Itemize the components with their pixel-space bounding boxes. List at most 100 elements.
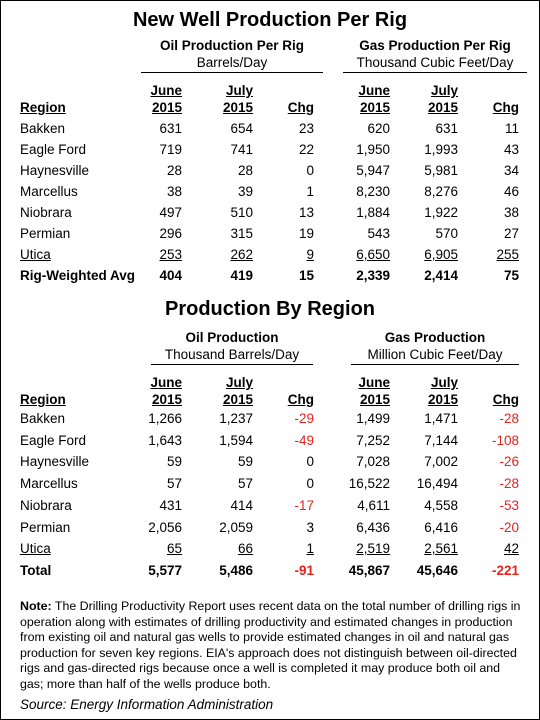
table-row: Bakken 1,266 1,237 -29 1,499 1,471 -28 xyxy=(1,408,539,429)
section1-col-july-month: July xyxy=(225,83,253,98)
gas-july-value: 16,494 xyxy=(416,476,458,492)
oil-july-value: 419 xyxy=(230,268,253,283)
gas-june-value: 8,230 xyxy=(356,184,390,199)
region-name: Permian xyxy=(20,519,71,535)
oil-chg-value: 0 xyxy=(306,163,314,178)
section1-oil-header-title: Oil Production Per Rig xyxy=(159,38,304,53)
region-name: Niobrara xyxy=(20,205,72,220)
gas-chg-value: -53 xyxy=(499,497,519,513)
oil-chg-value: 22 xyxy=(298,142,314,157)
oil-july-value: 1,237 xyxy=(219,411,253,426)
section2-total-row: Total 5,577 5,486 -91 45,867 45,646 -221 xyxy=(1,560,539,581)
table-row: Marcellus 57 57 0 16,522 16,494 -28 xyxy=(1,473,539,494)
region-name: Bakken xyxy=(20,411,66,426)
oil-chg-value: -17 xyxy=(294,497,314,513)
section2-col-region-header: Region xyxy=(20,392,66,407)
gas-july-value: 5,981 xyxy=(424,163,458,178)
section1-col-region-header: Region xyxy=(20,100,66,115)
section1-total-row: Rig-Weighted Avg 404 419 15 2,339 2,414 75 xyxy=(1,265,539,286)
oil-july-value: 39 xyxy=(237,184,253,199)
oil-chg-value: 23 xyxy=(298,121,314,136)
section2-col-june-year: 2015 xyxy=(359,392,390,407)
gas-july-value: 1,471 xyxy=(424,411,458,426)
oil-june-value: 2,056 xyxy=(148,519,182,535)
oil-chg-value: -29 xyxy=(294,411,314,426)
section2-col-june-header: June 2015 xyxy=(310,374,390,408)
region-name: Utica xyxy=(20,247,51,262)
oil-june-value: 253 xyxy=(159,247,182,262)
oil-june-value: 1,643 xyxy=(148,432,182,448)
gas-chg-value: -26 xyxy=(499,454,519,470)
gas-july-value: 1,993 xyxy=(424,142,458,157)
oil-chg-value: 13 xyxy=(298,205,314,220)
region-name: Eagle Ford xyxy=(20,142,87,157)
region-name: Total xyxy=(20,562,52,578)
section2-gas-header-title: Gas Production xyxy=(384,330,486,345)
section1-title: New Well Production Per Rig xyxy=(132,9,408,31)
section2-col-july-header: July 2015 xyxy=(173,374,253,408)
oil-june-value: 38 xyxy=(166,184,182,199)
region-name: Marcellus xyxy=(20,476,78,492)
section2-oil-header: Oil Production Thousand Barrels/Day xyxy=(151,329,313,365)
region-name: Eagle Ford xyxy=(20,432,87,448)
gas-june-value: 620 xyxy=(367,121,390,136)
gas-july-value: 4,558 xyxy=(424,497,458,513)
section1-gas-header: Gas Production Per Rig Thousand Cubic Fe… xyxy=(343,37,527,73)
gas-june-value: 45,867 xyxy=(348,562,390,578)
section2-col-june-month: June xyxy=(358,375,390,390)
section1-col-chg-header: Chg xyxy=(492,100,519,115)
section2-col-june-month: June xyxy=(150,375,182,390)
gas-chg-value: 34 xyxy=(503,163,519,178)
oil-chg-value: 1 xyxy=(306,541,314,557)
table-row: Eagle Ford 1,643 1,594 -49 7,252 7,144 -108 xyxy=(1,430,539,451)
gas-june-value: 5,947 xyxy=(356,163,390,178)
section1-col-july-year: 2015 xyxy=(222,100,253,115)
oil-june-value: 1,266 xyxy=(148,411,182,426)
gas-july-value: 2,561 xyxy=(424,541,458,557)
section2-col-chg-header: Chg xyxy=(492,392,519,407)
oil-july-value: 2,059 xyxy=(219,519,253,535)
table-row: Eagle Ford 719 741 22 1,950 1,993 43 xyxy=(1,139,539,160)
oil-chg-value: -91 xyxy=(294,562,314,578)
section1-oil-header-units: Barrels/Day xyxy=(141,54,323,73)
gas-june-value: 7,252 xyxy=(356,432,390,448)
oil-july-value: 654 xyxy=(230,121,253,136)
section1-col-june-month: June xyxy=(150,83,182,98)
gas-chg-value: -28 xyxy=(499,476,519,492)
oil-june-value: 404 xyxy=(159,268,182,283)
gas-chg-value: 42 xyxy=(503,541,519,557)
oil-july-value: 510 xyxy=(230,205,253,220)
region-name: Rig-Weighted Avg xyxy=(20,268,135,283)
oil-july-value: 315 xyxy=(230,226,253,241)
region-name: Utica xyxy=(20,541,51,557)
gas-chg-value: 43 xyxy=(503,142,519,157)
oil-july-value: 741 xyxy=(230,142,253,157)
gas-june-value: 6,436 xyxy=(356,519,390,535)
gas-june-value: 2,339 xyxy=(356,268,390,283)
section1-gas-header-title: Gas Production Per Rig xyxy=(359,38,511,53)
gas-chg-value: -28 xyxy=(499,411,519,426)
oil-july-value: 59 xyxy=(237,454,253,470)
oil-chg-value: 3 xyxy=(306,519,314,535)
oil-june-value: 431 xyxy=(159,497,182,513)
gas-chg-value: -108 xyxy=(491,432,519,448)
section1-col-july-year: 2015 xyxy=(427,100,458,115)
gas-chg-value: 255 xyxy=(496,247,519,262)
gas-june-value: 1,950 xyxy=(356,142,390,157)
gas-chg-value: 38 xyxy=(503,205,519,220)
section1-col-june-year: 2015 xyxy=(151,100,182,115)
section1-oil-header: Oil Production Per Rig Barrels/Day xyxy=(141,37,323,73)
gas-july-value: 6,905 xyxy=(424,247,458,262)
oil-july-value: 262 xyxy=(230,247,253,262)
region-name: Permian xyxy=(20,226,71,241)
oil-june-value: 65 xyxy=(166,541,182,557)
oil-july-value: 28 xyxy=(237,163,253,178)
oil-chg-value: 9 xyxy=(306,247,314,262)
oil-june-value: 631 xyxy=(159,121,182,136)
source-credit: Source: Energy Information Administratio… xyxy=(20,697,274,712)
gas-chg-value: 11 xyxy=(504,121,519,136)
oil-june-value: 57 xyxy=(166,476,182,492)
section2-col-july-month: July xyxy=(430,375,458,390)
table-row: Permian 2,056 2,059 3 6,436 6,416 -20 xyxy=(1,517,539,538)
note-label: Note: xyxy=(20,599,52,613)
